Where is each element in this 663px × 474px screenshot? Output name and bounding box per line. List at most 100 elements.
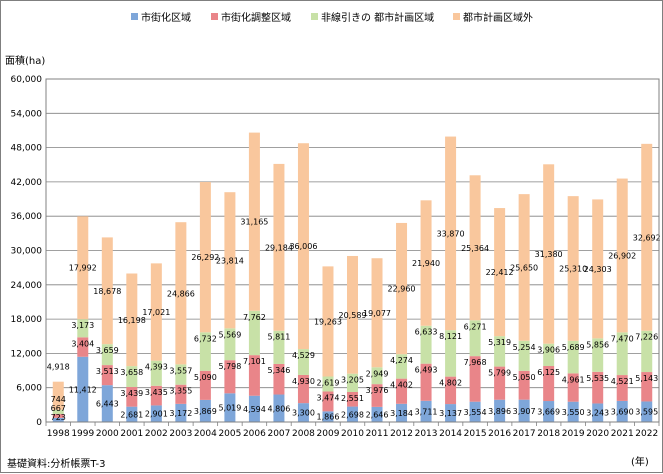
bar-segment [518,340,530,371]
data-label: 2,619 [317,379,340,388]
data-label: 7,470 [611,334,634,343]
y-tick-label: 42,000 [11,178,43,188]
bar-segment [150,405,162,422]
x-tick-label: 2005 [218,429,241,439]
data-label: 3,300 [292,409,315,418]
gridlines [46,112,659,389]
bar-segment [543,366,555,402]
data-label: 3,711 [415,407,438,416]
bar-segment [469,356,481,402]
x-tick-label: 2003 [169,429,192,439]
x-tick-label: 2013 [415,429,438,439]
data-label: 7,101 [243,357,266,366]
bar-segment [297,403,309,422]
bar-segment [199,332,211,371]
data-label: 7,226 [635,333,658,342]
data-label: 25,650 [510,263,538,272]
x-tick-label: 2014 [439,429,462,439]
x-tick-label: 2015 [464,429,487,439]
bar-segment [297,143,309,350]
bar-segment [101,237,113,345]
data-label: 3,690 [611,407,634,416]
bar-segment [77,319,89,338]
x-tick-label: 2008 [292,429,315,439]
bar-segment [543,401,555,422]
bar-segment [52,409,64,415]
data-label: 25,364 [461,244,489,253]
bar-segment [371,406,383,422]
x-tick-label: 1999 [71,429,94,439]
data-label: 4,529 [292,351,315,360]
x-tick-label: 2016 [488,429,511,439]
bar-segment [592,338,604,372]
data-label: 3,595 [635,408,658,417]
data-label: 2,949 [366,369,389,378]
bar-segment [52,414,64,418]
bars [52,132,653,422]
data-label: 31,380 [535,250,563,259]
bar-segment [641,330,653,373]
data-label: 6,443 [96,400,119,409]
bar-segment [371,384,383,407]
bar-segment [543,343,555,367]
bar-segment [494,336,506,367]
data-label: 24,303 [584,265,612,274]
x-tick-label: 2021 [611,429,634,439]
data-label: 5,254 [513,343,536,352]
data-label: 3,474 [317,393,340,402]
y-tick-label: 36,000 [11,212,43,222]
bar-segment [616,375,628,401]
bar-segment [52,417,64,422]
data-label: 3,869 [194,407,217,416]
data-label: 6,493 [415,366,438,375]
bar-segment [445,376,457,405]
bar-segment [150,263,162,361]
bar-segment [567,340,579,374]
bar-segment [469,320,481,357]
bar-segment [322,376,334,392]
data-label: 5,856 [586,340,609,349]
legend-label: 市街化調整区域 [221,11,291,24]
x-tick-label: 1998 [47,429,70,439]
bar-segment [469,401,481,422]
bar-segment [616,332,628,376]
bar-segment [199,370,211,400]
data-label: 33,870 [437,229,465,238]
bar-segment [371,258,383,368]
data-label: 2,681 [120,410,143,419]
x-axis-unit: (年) [631,455,649,468]
bar-segment [420,400,432,422]
bar-segment [567,196,579,341]
data-label: 5,346 [267,366,290,375]
bar-segment [248,355,260,396]
x-tick-label: 2022 [635,429,658,439]
bar-segment [175,403,187,422]
y-tick-label: 30,000 [11,247,43,257]
data-label: 6,633 [415,328,438,337]
legend-swatch [453,13,460,20]
bar-segment [396,222,408,355]
data-label: 19,263 [314,317,342,326]
bar-segment [371,367,383,385]
data-label: 4,961 [562,375,585,384]
data-label: 3,906 [537,346,560,355]
data-label: 22,412 [486,268,514,277]
bar-segment [224,192,236,329]
bar-segment [592,403,604,422]
data-label: 7,968 [464,358,487,367]
legend-swatch [131,13,138,20]
data-label: 5,798 [218,362,241,371]
data-label: 32,692 [633,233,661,242]
bar-segment [567,373,579,402]
bar-segment [199,399,211,422]
bar-segment [150,385,162,406]
bar-segment [52,381,64,410]
bar-segment [297,349,309,375]
bar-segment [224,360,236,394]
data-label: 3,435 [145,388,168,397]
x-tick-label: 2017 [513,429,536,439]
data-label: 25,310 [559,264,587,273]
data-label: 31,165 [240,218,268,227]
bar-segment [77,356,89,422]
bar-segment [494,366,506,400]
